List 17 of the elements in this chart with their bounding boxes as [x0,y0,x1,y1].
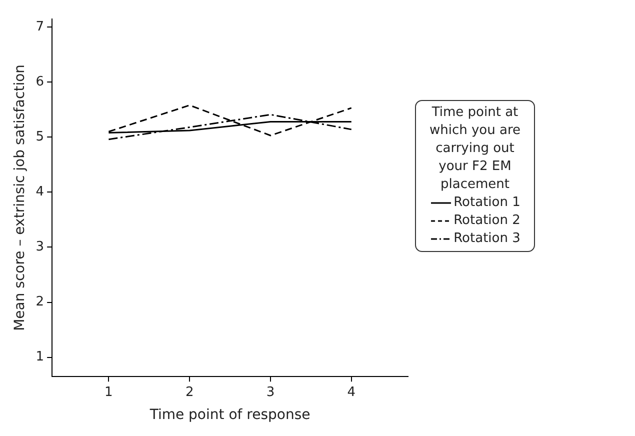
legend-label: Rotation 3 [454,230,520,248]
y-tick-label: 5 [36,130,44,145]
legend-label: Rotation 1 [454,194,520,212]
x-tick-label: 2 [185,384,194,400]
x-axis-title: Time point of response [148,407,310,424]
legend-label: Rotation 2 [454,212,520,230]
y-tick-label: 2 [36,294,44,310]
y-tick-label: 3 [36,240,44,255]
y-tick-label: 6 [36,74,44,90]
y-tick-label: 1 [36,350,44,365]
y-axis-title: Mean score – extrinsic job satisfaction [12,64,28,331]
y-tick-label: 7 [36,19,44,34]
x-tick-label: 4 [347,384,356,400]
x-tick-label: 1 [104,384,113,400]
y-tick-label: 4 [36,184,44,200]
x-tick-label: 3 [266,384,275,400]
legend-title: Time point at which you are carrying out your F2 EM placement [428,104,522,194]
